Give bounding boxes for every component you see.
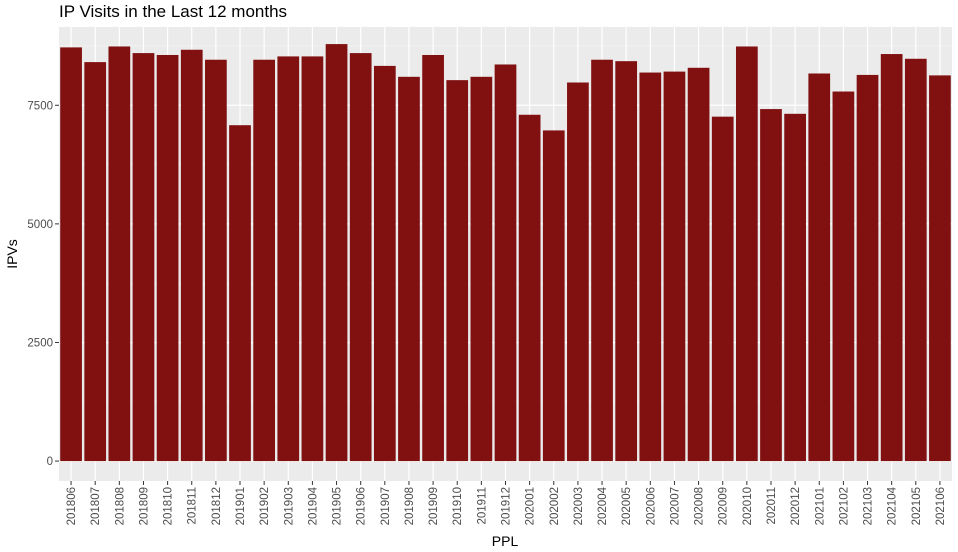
x-tick-label: 202007 — [669, 487, 681, 525]
x-tick-label: 202001 — [525, 487, 537, 525]
bar-202002 — [542, 130, 565, 462]
bar-201906 — [349, 53, 372, 462]
bar-202101 — [808, 73, 831, 462]
bar-202106 — [929, 75, 951, 462]
x-tick-label: 202011 — [766, 487, 778, 525]
bar-202009 — [711, 116, 734, 462]
x-tick-label: 202004 — [597, 486, 609, 525]
bar-201904 — [301, 56, 324, 462]
bar-201908 — [398, 76, 420, 462]
x-tick-label: 201812 — [211, 487, 223, 525]
x-tick-label: 201811 — [187, 487, 199, 525]
bar-202104 — [880, 54, 903, 462]
y-axis: 0 2500 5000 7500 — [27, 100, 59, 468]
bar-202011 — [760, 109, 782, 462]
x-tick-label: 201809 — [138, 487, 150, 525]
bar-202010 — [735, 46, 758, 462]
x-tick-label: 201904 — [307, 486, 319, 525]
bar-201907 — [373, 65, 396, 462]
x-tick-label: 201910 — [452, 487, 464, 525]
x-tick-label: 201806 — [66, 487, 78, 525]
x-tick-label: 201906 — [356, 487, 368, 525]
bar-201901 — [229, 125, 251, 462]
x-tick-label: 201905 — [332, 487, 344, 525]
x-tick-label: 202005 — [621, 487, 633, 525]
y-tick-label: 7500 — [27, 100, 53, 112]
y-tick-label: 5000 — [27, 219, 53, 231]
bar-201903 — [277, 56, 300, 462]
bar-202006 — [639, 72, 662, 462]
x-tick-label: 201903 — [283, 487, 295, 525]
x-tick-label: 202102 — [838, 487, 850, 525]
bar-201808 — [108, 46, 131, 462]
bars — [60, 44, 951, 462]
bar-202102 — [832, 91, 855, 462]
x-tick-label: 202008 — [694, 487, 706, 525]
bar-202008 — [687, 67, 710, 462]
bar-201902 — [253, 59, 276, 462]
bar-202001 — [518, 114, 541, 462]
x-tick-label: 202006 — [645, 487, 657, 525]
x-tick-label: 201902 — [259, 487, 271, 525]
x-tick-label: 202106 — [935, 487, 947, 525]
x-tick-label: 201909 — [428, 487, 440, 525]
x-tick-label: 201907 — [380, 487, 392, 525]
bar-201911 — [470, 76, 493, 462]
x-tick-label: 202009 — [718, 487, 730, 525]
bar-202003 — [567, 82, 589, 462]
bar-201806 — [60, 47, 82, 462]
chart-title: IP Visits in the Last 12 months — [59, 2, 287, 21]
x-tick-label: 201908 — [404, 487, 416, 525]
bar-201909 — [422, 54, 444, 462]
x-tick-label: 202103 — [863, 487, 875, 525]
y-axis-title: IPVs — [4, 239, 20, 269]
x-tick-label: 201901 — [235, 487, 247, 525]
x-tick-label: 201807 — [90, 487, 102, 525]
y-tick-label: 2500 — [27, 337, 53, 349]
bar-202007 — [663, 71, 686, 462]
x-tick-label: 202010 — [742, 487, 754, 525]
x-tick-label: 202003 — [573, 487, 585, 525]
bar-201812 — [205, 59, 227, 462]
x-axis: 201806 201807 201808 201809 201810 201811 2018… — [66, 481, 947, 525]
bar-201905 — [325, 44, 348, 462]
bar-201810 — [156, 54, 179, 462]
bar-201912 — [494, 64, 517, 462]
bar-202005 — [615, 61, 638, 462]
bar-201809 — [132, 53, 155, 462]
x-tick-label: 202105 — [911, 487, 923, 525]
x-tick-label: 202101 — [814, 487, 826, 525]
bar-202103 — [856, 74, 879, 462]
bar-202004 — [591, 59, 613, 462]
x-tick-label: 202002 — [549, 487, 561, 525]
x-tick-label: 201912 — [501, 487, 513, 525]
bar-202012 — [784, 113, 806, 462]
x-tick-label: 201911 — [476, 487, 488, 525]
x-tick-label: 201810 — [163, 487, 175, 525]
x-tick-label: 201808 — [114, 487, 126, 525]
bar-202105 — [904, 58, 927, 462]
x-tick-label: 202104 — [887, 486, 899, 525]
x-axis-title: PPL — [492, 533, 519, 549]
bar-201811 — [180, 49, 203, 462]
x-tick-label: 202012 — [790, 487, 802, 525]
bar-201807 — [84, 62, 107, 462]
y-tick-label: 0 — [47, 456, 53, 468]
bar-201910 — [446, 80, 469, 462]
